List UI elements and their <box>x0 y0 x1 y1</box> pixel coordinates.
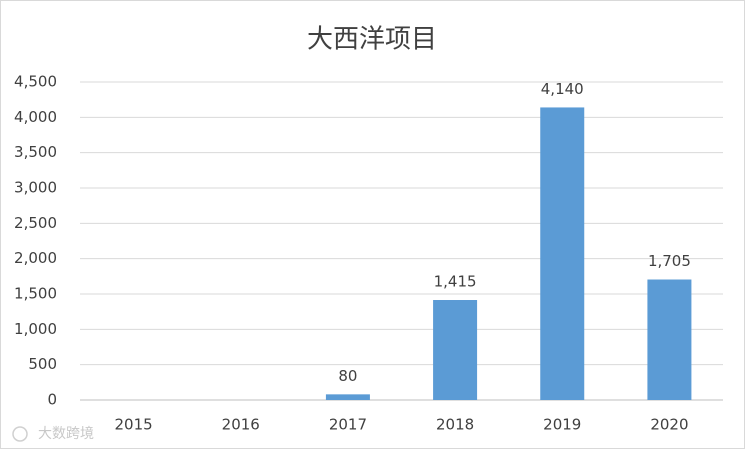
watermark: 大数跨境 <box>38 426 94 442</box>
x-tick-label: 2020 <box>650 416 688 434</box>
bar <box>325 394 370 400</box>
x-tick-label: 2015 <box>114 416 152 434</box>
value-label: 1,705 <box>648 252 691 270</box>
x-tick-label: 2019 <box>543 416 581 434</box>
y-tick-label: 0 <box>47 391 57 409</box>
bar <box>433 300 478 400</box>
value-label: 4,140 <box>541 80 584 98</box>
y-tick-label: 2,500 <box>14 214 57 232</box>
value-label: 1,415 <box>434 273 477 291</box>
y-tick-label: 4,500 <box>14 73 57 91</box>
y-tick-label: 500 <box>28 355 57 373</box>
bar <box>647 279 692 400</box>
bar <box>540 107 585 400</box>
x-tick-label: 2016 <box>222 416 260 434</box>
y-tick-label: 4,000 <box>14 108 57 126</box>
value-label: 80 <box>338 367 357 385</box>
chart-title: 大西洋项目 <box>307 25 437 55</box>
x-tick-label: 2018 <box>436 416 474 434</box>
y-tick-label: 3,500 <box>14 143 57 161</box>
y-tick-label: 2,000 <box>14 249 57 267</box>
y-tick-label: 1,000 <box>14 320 57 338</box>
watermark-logo <box>12 426 28 442</box>
y-tick-label: 1,500 <box>14 285 57 303</box>
y-tick-label: 3,000 <box>14 179 57 197</box>
x-tick-label: 2017 <box>329 416 367 434</box>
